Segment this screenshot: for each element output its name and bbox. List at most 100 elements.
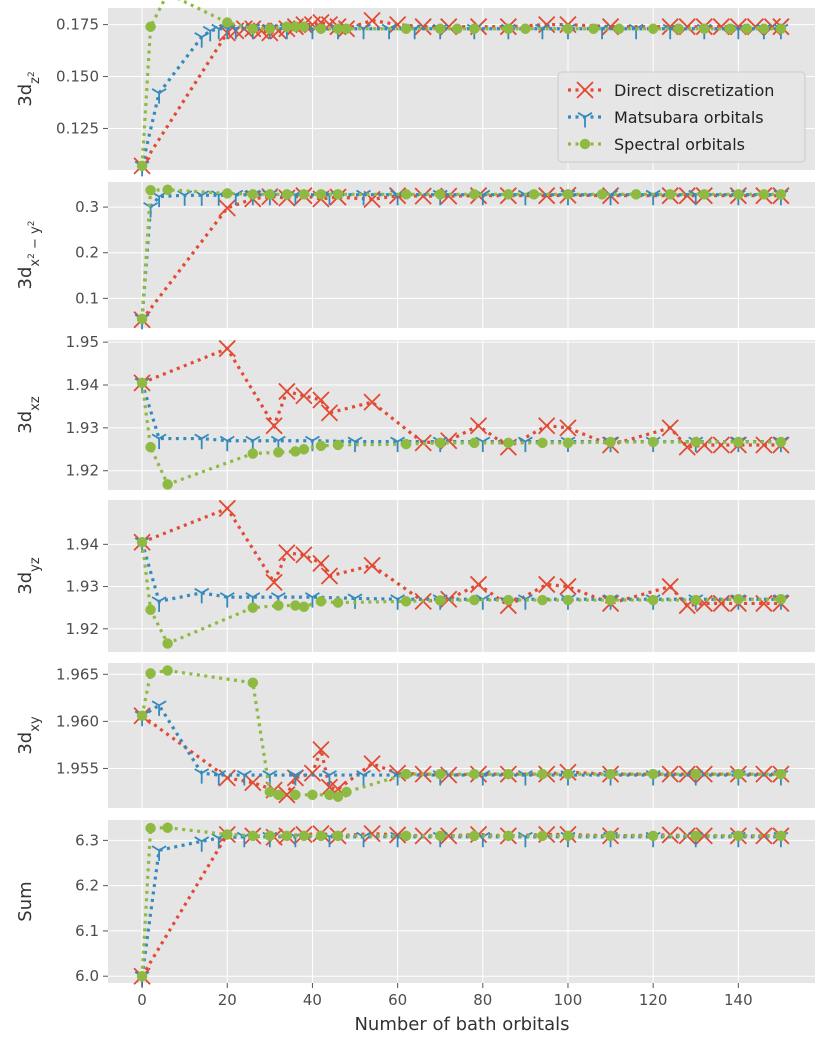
data-point <box>469 189 480 200</box>
series-line <box>140 826 781 977</box>
panel-background <box>108 500 815 652</box>
y-tick-label: 1.93 <box>66 578 99 596</box>
data-point <box>537 768 548 780</box>
y-axis-label: 3dyz <box>15 557 43 595</box>
data-point <box>363 556 381 575</box>
data-point <box>605 830 616 842</box>
y-tick-label: 1.92 <box>66 462 99 480</box>
data-point <box>363 393 381 411</box>
data-point <box>136 160 148 172</box>
series-spectral-orbitals <box>136 377 787 490</box>
data-point <box>194 587 210 604</box>
data-point <box>356 770 372 786</box>
data-point <box>562 594 574 606</box>
series-line <box>140 541 781 604</box>
panel-6: 6.0 6.1 6.2 6.3 Sum <box>15 820 815 987</box>
data-point <box>559 577 577 596</box>
data-point <box>733 768 744 780</box>
series-direct-discretization <box>133 186 790 329</box>
data-point <box>219 592 235 608</box>
data-point <box>390 594 406 610</box>
data-point <box>145 184 156 196</box>
data-point <box>690 830 701 842</box>
data-point <box>538 575 556 594</box>
data-point <box>712 436 730 454</box>
panel-2: 0.1 0.2 0.3 3dx2 − y2 <box>15 182 815 330</box>
data-point <box>363 755 381 773</box>
data-point <box>503 23 514 35</box>
data-point <box>194 32 210 48</box>
data-point <box>775 436 787 448</box>
data-point <box>469 594 480 606</box>
y-tick-label: 0.125 <box>56 119 99 137</box>
data-point <box>605 768 616 780</box>
data-point <box>247 448 259 459</box>
data-point <box>562 830 574 842</box>
data-point <box>218 199 236 217</box>
data-point <box>247 23 259 35</box>
data-point <box>503 437 514 449</box>
legend-label: Direct discretization <box>614 81 774 100</box>
data-point <box>273 600 284 611</box>
data-point <box>315 23 327 35</box>
x-tick-label: 140 <box>724 991 753 1009</box>
data-point <box>287 770 303 786</box>
data-point <box>673 23 684 35</box>
data-point <box>303 764 322 782</box>
data-point <box>724 23 736 35</box>
data-point <box>537 437 548 449</box>
data-point <box>695 827 713 845</box>
data-point <box>332 597 344 608</box>
data-point <box>151 88 167 104</box>
data-point <box>469 417 488 435</box>
legend-label: Spectral orbitals <box>614 135 745 154</box>
data-point <box>290 789 301 801</box>
series-direct-discretization <box>133 339 790 456</box>
data-point <box>562 189 574 200</box>
data-point <box>332 189 344 200</box>
data-point <box>661 577 679 596</box>
data-point <box>222 188 233 199</box>
data-point <box>661 419 679 437</box>
data-point <box>315 440 327 452</box>
data-point <box>244 773 262 792</box>
data-point <box>222 829 233 840</box>
data-point <box>151 845 167 861</box>
panel-background <box>108 663 815 808</box>
series-spectral-orbitals <box>136 536 787 649</box>
x-tick-label: 100 <box>554 991 583 1009</box>
x-tick-label: 120 <box>639 991 668 1009</box>
y-tick-label: 6.2 <box>75 877 99 895</box>
data-point <box>647 23 659 35</box>
data-point <box>775 23 787 35</box>
data-point <box>414 187 432 205</box>
data-point <box>690 436 701 448</box>
data-point <box>390 436 406 453</box>
data-point <box>247 677 259 689</box>
data-point <box>755 436 773 454</box>
data-point <box>356 23 372 40</box>
data-point <box>690 768 701 780</box>
legend-marker <box>577 112 593 128</box>
data-point <box>320 404 339 422</box>
data-point <box>400 830 412 842</box>
data-point <box>162 665 173 676</box>
y-axis-label: 3dxy <box>15 716 43 755</box>
series-line <box>140 0 781 166</box>
data-point <box>363 11 381 30</box>
data-point <box>758 23 770 35</box>
data-point <box>322 770 337 786</box>
series-spectral-orbitals <box>136 184 787 325</box>
data-point <box>775 593 787 605</box>
data-point <box>469 23 480 35</box>
data-point <box>332 439 344 451</box>
data-point <box>264 23 276 35</box>
data-point <box>312 740 330 759</box>
data-point <box>295 387 313 405</box>
data-point <box>265 573 283 591</box>
x-tick-label: 80 <box>473 991 492 1009</box>
y-axis-label: 3dxz <box>15 396 43 434</box>
data-point <box>264 189 276 200</box>
y-tick-label: 1.965 <box>56 665 99 683</box>
data-point <box>236 770 252 786</box>
